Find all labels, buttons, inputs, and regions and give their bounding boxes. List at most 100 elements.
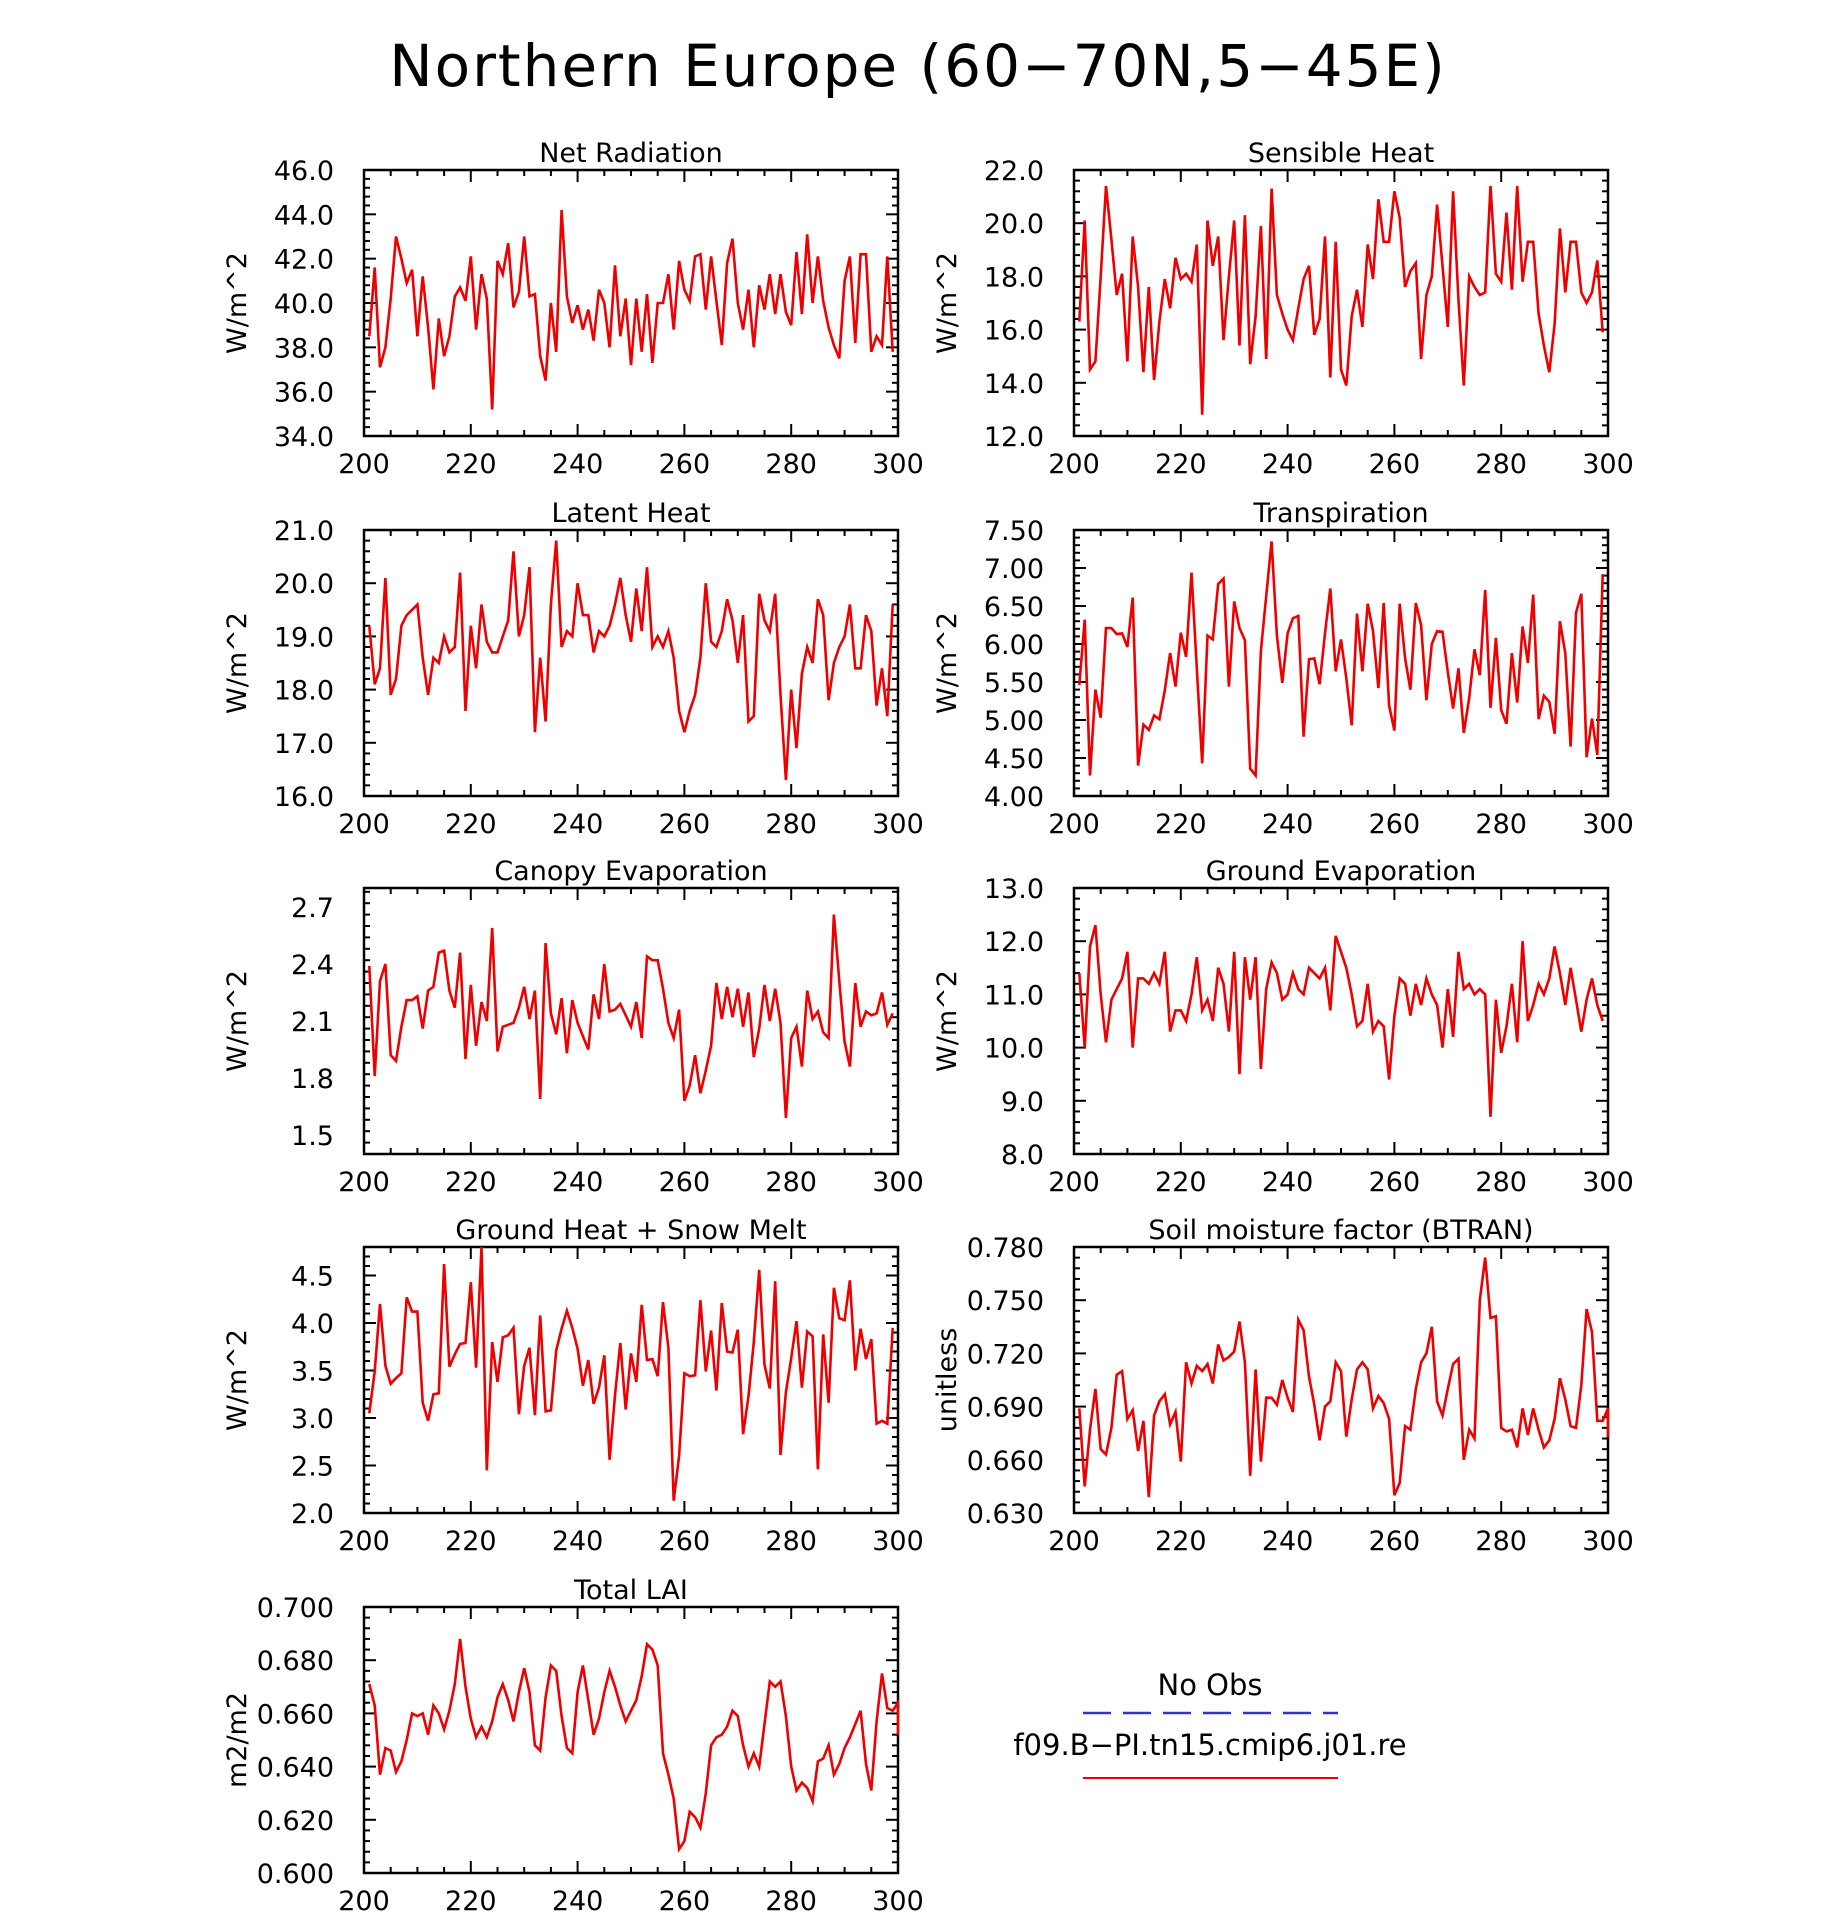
- y-tick-label: 0.660: [257, 1699, 334, 1730]
- x-tick-label: 260: [659, 449, 711, 480]
- x-tick-label: 260: [659, 1886, 711, 1917]
- y-tick-label: 0.640: [257, 1753, 334, 1784]
- series-line: [1078, 924, 1604, 1117]
- y-tick-label: 6.50: [984, 592, 1044, 623]
- x-tick-label: 260: [659, 1526, 711, 1557]
- panel-title: Latent Heat: [551, 498, 710, 529]
- panel-5: 200 220 240 260 280 300 1.5 1.8 2.1 2.4 2.7 Canopy …: [222, 856, 924, 1198]
- x-tick-label: 300: [1582, 449, 1634, 480]
- x-tick-label: 220: [445, 1886, 497, 1917]
- x-tick-label: 300: [1582, 1526, 1634, 1557]
- series-line: [1078, 185, 1604, 415]
- x-tick-label: 200: [338, 1167, 390, 1198]
- series-line: [1078, 1257, 1610, 1498]
- x-tick-label: 240: [1262, 809, 1314, 840]
- y-tick-label: 3.0: [291, 1404, 334, 1435]
- x-tick-label: 260: [1369, 1167, 1421, 1198]
- x-tick-label: 280: [765, 809, 817, 840]
- panel-title: Net Radiation: [539, 138, 723, 169]
- panel-title: Soil moisture factor (BTRAN): [1148, 1215, 1533, 1246]
- y-tick-label: 3.5: [291, 1357, 334, 1388]
- x-tick-label: 200: [1048, 1167, 1100, 1198]
- y-tick-label: 1.5: [291, 1121, 334, 1152]
- y-tick-label: 46.0: [274, 156, 334, 187]
- y-tick-label: 9.0: [1001, 1087, 1044, 1118]
- x-tick-label: 240: [1262, 1167, 1314, 1198]
- y-tick-label: 0.780: [967, 1233, 1044, 1264]
- x-tick-label: 300: [1582, 1167, 1634, 1198]
- y-tick-label: 38.0: [274, 333, 334, 364]
- y-tick-label: 20.0: [274, 569, 334, 600]
- panel-6: 200 220 240 260 280 300 8.0 9.0 10.0 11.0 12.0 13.0…: [932, 856, 1634, 1198]
- y-axis-label: W/m^2: [222, 612, 253, 714]
- x-tick-label: 220: [445, 449, 497, 480]
- x-tick-label: 240: [552, 809, 604, 840]
- panel-1: 200 220 240 260 280 300 34.0 36.0 38.0 40.0 42.0 44…: [222, 138, 924, 480]
- y-tick-label: 2.5: [291, 1452, 334, 1483]
- panel-title: Sensible Heat: [1248, 138, 1434, 169]
- y-tick-label: 16.0: [984, 316, 1044, 347]
- legend: No Obs f09.B−PI.tn15.cmip6.j01.re: [1013, 1668, 1407, 1779]
- x-tick-label: 260: [659, 1167, 711, 1198]
- series-line: [1078, 541, 1604, 780]
- y-tick-label: 10.0: [984, 1034, 1044, 1065]
- legend-obs-label: No Obs: [1158, 1668, 1263, 1702]
- y-tick-label: 8.0: [1001, 1140, 1044, 1171]
- y-tick-label: 0.690: [967, 1393, 1044, 1424]
- y-tick-label: 0.720: [967, 1339, 1044, 1370]
- y-tick-label: 2.1: [291, 1007, 334, 1038]
- x-tick-label: 280: [765, 449, 817, 480]
- y-tick-label: 21.0: [274, 516, 334, 547]
- x-tick-label: 200: [338, 1526, 390, 1557]
- series-line: [368, 914, 894, 1118]
- x-tick-label: 280: [765, 1526, 817, 1557]
- x-tick-label: 260: [1369, 1526, 1421, 1557]
- y-tick-label: 14.0: [984, 369, 1044, 400]
- x-tick-label: 220: [445, 1526, 497, 1557]
- x-tick-label: 260: [659, 809, 711, 840]
- y-tick-label: 0.630: [967, 1499, 1044, 1530]
- y-tick-label: 1.8: [291, 1064, 334, 1095]
- y-tick-label: 19.0: [274, 622, 334, 653]
- x-tick-label: 200: [1048, 1526, 1100, 1557]
- panel-title: Total LAI: [573, 1575, 688, 1606]
- x-tick-label: 200: [1048, 809, 1100, 840]
- y-tick-label: 0.600: [257, 1859, 334, 1890]
- plot-frame: [362, 168, 900, 438]
- y-tick-label: 18.0: [984, 262, 1044, 293]
- y-tick-label: 0.750: [967, 1286, 1044, 1317]
- figure-title: Northern Europe (60−70N,5−45E): [389, 32, 1447, 100]
- y-axis-label: W/m^2: [932, 612, 963, 714]
- y-tick-label: 7.50: [984, 516, 1044, 547]
- panel-title: Transpiration: [1252, 498, 1428, 529]
- panel-4: 200 220 240 260 280 300 4.00 4.50 5.00 5.50 6.00 6.…: [932, 498, 1634, 840]
- x-tick-label: 300: [872, 1886, 924, 1917]
- panel-2: 200 220 240 260 280 300 12.0 14.0 16.0 18.0 20.0 22…: [932, 138, 1634, 480]
- plot-frame: [1072, 168, 1610, 438]
- x-tick-label: 300: [872, 809, 924, 840]
- y-tick-label: 20.0: [984, 209, 1044, 240]
- x-tick-label: 240: [1262, 449, 1314, 480]
- y-tick-label: 40.0: [274, 289, 334, 320]
- x-tick-label: 200: [338, 1886, 390, 1917]
- y-tick-label: 2.7: [291, 893, 334, 924]
- y-tick-label: 0.700: [257, 1593, 334, 1624]
- panel-7: 200 220 240 260 280 300 2.0 2.5 3.0 3.5 4.0 4.5 Grou…: [222, 1215, 924, 1557]
- y-tick-label: 44.0: [274, 200, 334, 231]
- x-tick-label: 200: [338, 809, 390, 840]
- panel-9: 200 220 240 260 280 300 0.600 0.620 0.640 0.660 0.…: [222, 1575, 924, 1917]
- y-tick-label: 4.50: [984, 744, 1044, 775]
- series-line: [368, 540, 894, 781]
- panel-title: Ground Heat + Snow Melt: [455, 1215, 806, 1246]
- y-tick-label: 12.0: [984, 927, 1044, 958]
- legend-model-label: f09.B−PI.tn15.cmip6.j01.re: [1013, 1728, 1406, 1762]
- y-tick-label: 5.00: [984, 706, 1044, 737]
- x-tick-label: 200: [338, 449, 390, 480]
- y-tick-label: 0.660: [967, 1446, 1044, 1477]
- y-tick-label: 22.0: [984, 156, 1044, 187]
- y-axis-label: W/m^2: [222, 970, 253, 1072]
- x-tick-label: 300: [872, 1167, 924, 1198]
- y-axis-label: m2/m2: [222, 1692, 253, 1788]
- x-tick-label: 300: [1582, 809, 1634, 840]
